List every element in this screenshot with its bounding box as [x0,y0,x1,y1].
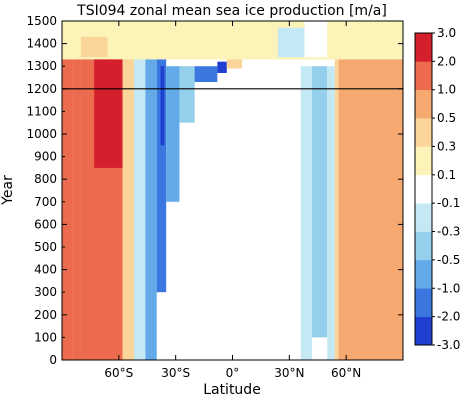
heatmap-cell [338,59,403,361]
colorbar-label: -0.3 [437,225,460,239]
y-tick-label: 800 [34,172,57,186]
heatmap-cell [122,59,134,361]
x-tick-label: 30°N [274,366,304,380]
heatmap-cell [327,66,335,360]
colorbar-swatch [415,288,432,317]
heatmap-cell [62,21,403,60]
colorbar-swatch [415,231,432,261]
x-tick-label: 0° [226,366,240,380]
colorbar-label: 3.0 [437,26,456,40]
plot-area: 60°S 30°S 0° 30°N 60°N 0 200 400 600 800 1000 1200… [26,14,404,380]
heatmap-cell [277,27,305,58]
y-minor-tick-label: 500 [34,240,57,254]
x-tick-label: 60°N [331,366,361,380]
y-tick-label: 600 [34,217,57,231]
heatmap-cell [312,66,328,338]
colorbar: -3.0 -2.0 -1.0 -0.5 -0.3 -0.1 0.1 0.3 0.5 1.0 2.0 3… [414,26,460,352]
colorbar-label: -2.0 [437,310,460,324]
colorbar-label: -1.0 [437,281,460,295]
y-axis-ticks: 0 200 400 600 800 1000 1200 1400 1500 100 300 500 70… [26,14,403,367]
colorbar-swatch [415,33,432,62]
x-tick-label: 30°S [161,366,190,380]
y-tick-label: 400 [34,263,57,277]
colorbar-swatch [415,259,432,289]
y-tick-label: 1500 [26,14,57,28]
colorbar-swatch [415,61,432,91]
x-axis-label: Latitude [203,382,261,398]
colorbar-swatch [415,146,432,176]
y-minor-tick-label: 1100 [26,104,57,118]
y-minor-tick-label: 300 [34,285,57,299]
colorbar-label: 0.1 [437,168,456,182]
y-tick-label: 1400 [26,37,57,51]
heatmap-cell [156,59,167,293]
y-minor-tick-label: 100 [34,330,57,344]
heatmap-cell [133,59,146,361]
heatmap-cell [73,59,81,361]
colorbar-swatch [415,174,432,204]
colorbar-label: 0.3 [437,139,456,153]
heatmap-cell [304,21,328,58]
y-minor-tick-label: 900 [34,150,57,164]
colorbar-label: -0.1 [437,196,460,210]
colorbar-swatch [415,316,432,346]
heatmap-cell [300,66,313,360]
y-tick-label: 1200 [26,82,57,96]
heatmap-cell [226,59,242,69]
colorbar-label: 0.5 [437,111,456,125]
heatmap-cell [62,59,74,361]
colorbar-swatch [415,89,432,119]
heatmap-cell [334,59,339,361]
heatmap-cell [194,66,218,83]
x-axis-ticks: 60°S 30°S 0° 30°N 60°N [104,21,361,380]
y-minor-tick-label: 700 [34,195,57,209]
colorbar-frame [414,32,433,346]
heatmap-cell [80,36,108,58]
heatmap-cell [166,66,180,202]
colorbar-label: -0.5 [437,253,460,267]
y-tick-label: 200 [34,308,57,322]
heatmap-cell [94,59,123,168]
colorbar-label: 1.0 [437,83,456,97]
y-tick-label: 1000 [26,127,57,141]
heatmap-cell [145,59,157,361]
heatmap-cell [217,61,227,73]
colorbar-swatch [415,203,432,232]
heatmap-cell [179,66,195,123]
y-minor-tick-label: 1300 [26,59,57,73]
y-tick-label: 0 [49,353,57,367]
colorbar-label: 2.0 [437,54,456,68]
heatmap-cells [62,21,403,361]
chart-title: TSI094 zonal mean sea ice production [m/… [76,3,387,19]
colorbar-swatch [415,118,432,147]
x-tick-label: 60°S [104,366,133,380]
y-axis-label: Year [0,175,16,206]
heatmap-cell [160,66,165,146]
colorbar-label: -3.0 [437,338,460,352]
